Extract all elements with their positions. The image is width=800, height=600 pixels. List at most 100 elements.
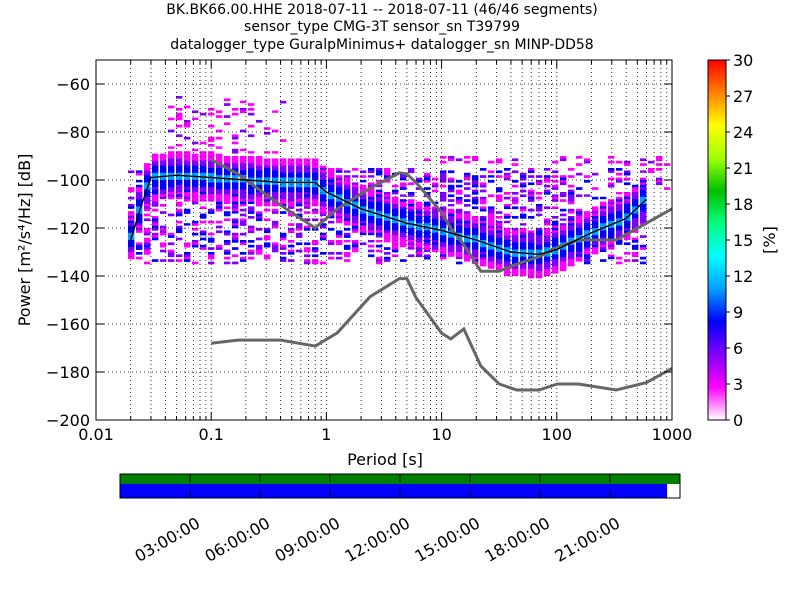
density-cell [216, 204, 223, 207]
density-cell [424, 242, 431, 246]
density-cell [144, 165, 151, 169]
density-cell [504, 168, 511, 171]
density-cell [448, 220, 455, 224]
density-cell [512, 252, 519, 255]
density-cell [504, 192, 511, 195]
density-cell [232, 261, 239, 265]
density-cell [472, 230, 479, 234]
density-cell [304, 175, 311, 178]
density-cell [352, 199, 359, 202]
density-cell [152, 184, 159, 188]
density-cell [376, 259, 383, 262]
density-cell [384, 230, 391, 234]
density-cell [456, 256, 463, 260]
density-cell [552, 232, 559, 236]
density-cell [408, 230, 415, 234]
density-cell [336, 182, 343, 186]
density-cell [488, 213, 495, 217]
density-cell [240, 108, 247, 111]
density-cell [552, 225, 559, 229]
density-cell [160, 225, 167, 229]
density-cell [248, 168, 255, 171]
density-cell [200, 148, 207, 152]
density-cell [560, 266, 567, 270]
density-cell [400, 218, 407, 222]
density-cell [376, 194, 383, 198]
density-cell [448, 184, 455, 188]
density-cell [568, 175, 575, 178]
density-cell [464, 182, 471, 186]
density-cell [288, 160, 295, 164]
density-cell [384, 168, 391, 171]
density-cell [456, 206, 463, 210]
density-cell [440, 244, 447, 248]
x-tick-label: 0.1 [198, 425, 223, 444]
density-cell [216, 199, 223, 202]
density-cell [512, 223, 519, 226]
density-cell [384, 196, 391, 200]
density-cell [240, 206, 247, 210]
density-cell [336, 184, 343, 188]
density-cell [480, 244, 487, 248]
density-cell [272, 163, 279, 166]
density-cell [240, 220, 247, 224]
density-cell [464, 194, 471, 198]
density-cell [240, 100, 247, 104]
density-cell [176, 134, 183, 138]
density-cell [520, 237, 527, 241]
density-cell [432, 208, 439, 212]
density-cell [392, 235, 399, 238]
density-cell [376, 187, 383, 190]
density-cell [248, 256, 255, 260]
density-cell [264, 244, 271, 248]
density-cell [608, 201, 615, 205]
density-cell [656, 168, 663, 171]
density-cell [616, 206, 623, 210]
density-cell [640, 208, 647, 212]
density-cell [368, 177, 375, 181]
density-cell [488, 266, 495, 270]
density-cell [504, 237, 511, 241]
density-cell [568, 261, 575, 265]
density-cell [544, 247, 551, 250]
density-cell [640, 172, 647, 176]
density-cell [424, 201, 431, 205]
density-cell [272, 235, 279, 238]
density-cell [176, 172, 183, 176]
density-cell [304, 259, 311, 262]
density-cell [424, 247, 431, 250]
density-cell [576, 216, 583, 219]
density-cell [296, 153, 303, 157]
density-cell [520, 273, 527, 277]
density-cell [176, 208, 183, 212]
density-cell [248, 165, 255, 169]
density-cell [248, 230, 255, 234]
density-cell [392, 232, 399, 236]
density-cell [296, 249, 303, 253]
density-cell [496, 220, 503, 224]
density-cell [488, 237, 495, 241]
density-cell [288, 170, 295, 174]
density-cell [232, 141, 239, 145]
density-cell [264, 156, 271, 159]
density-cell [504, 271, 511, 274]
density-cell [272, 184, 279, 188]
density-cell [608, 170, 615, 174]
density-cell [160, 196, 167, 200]
density-cell [176, 146, 183, 150]
density-cell [216, 230, 223, 234]
density-cell [616, 204, 623, 207]
density-cell [416, 237, 423, 241]
density-cell [640, 170, 647, 174]
density-cell [240, 187, 247, 190]
density-cell [464, 160, 471, 164]
density-cell [552, 276, 559, 279]
density-cell [336, 208, 343, 212]
density-cell [288, 158, 295, 162]
density-cell [424, 235, 431, 238]
density-cell [280, 235, 287, 238]
density-cell [240, 153, 247, 157]
density-cell [480, 249, 487, 253]
density-cell [296, 223, 303, 226]
density-cell [304, 192, 311, 195]
